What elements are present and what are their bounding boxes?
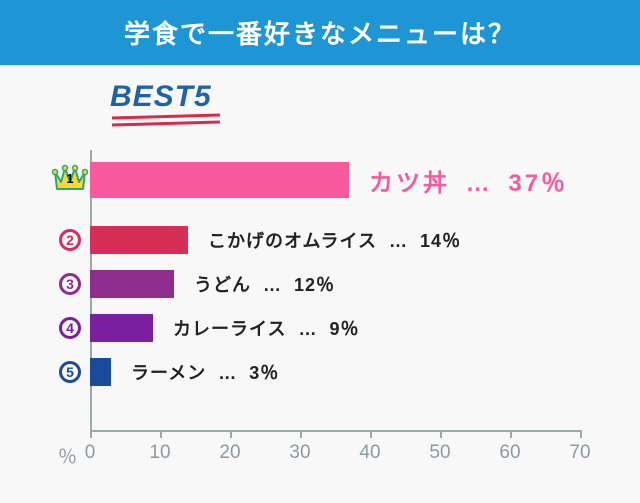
bar: [90, 162, 349, 198]
bar-track: カツ丼 … 37％: [90, 150, 568, 210]
header-banner: 学食で一番好きなメニューは？: [0, 0, 640, 65]
dots: …: [292, 319, 323, 339]
row-label: カレーライス … 9％: [173, 315, 360, 341]
chart-row-5: 5 ラーメン … 3％: [50, 350, 600, 394]
rank-number: 4: [59, 317, 81, 339]
rank-number: 2: [59, 229, 81, 251]
rank-badge-1: 1: [50, 162, 90, 198]
chart-row-4: 4 カレーライス … 9％: [50, 306, 600, 350]
header-title: 学食で一番好きなメニューは？: [124, 19, 516, 49]
chart-row-2: 2 こかげのオムライス … 14％: [50, 218, 600, 262]
bar: [90, 226, 188, 254]
bar-track: こかげのオムライス … 14％: [90, 218, 461, 262]
item-value: 9％: [329, 319, 359, 339]
item-name: カレーライス: [173, 319, 286, 339]
item-name: カツ丼: [369, 170, 450, 197]
bar: [90, 314, 153, 342]
dots: …: [456, 170, 502, 197]
best5-text: BEST5: [110, 80, 222, 114]
row-label: ラーメン … 3％: [131, 359, 279, 385]
rank-badge-5: 5: [50, 361, 90, 383]
bar: [90, 270, 174, 298]
item-value: 14％: [420, 231, 461, 251]
item-value: 12％: [294, 275, 335, 295]
chart-row-1: 1 カツ丼 … 37％: [50, 150, 600, 210]
rank-number: 1: [50, 171, 90, 186]
best5-underline-icon: [110, 113, 222, 127]
bar-track: うどん … 12％: [90, 262, 335, 306]
rank-badge-3: 3: [50, 273, 90, 295]
bar-track: ラーメン … 3％: [90, 350, 279, 394]
item-value: 37％: [508, 170, 568, 197]
row-label: うどん … 12％: [194, 271, 335, 297]
rank-badge-4: 4: [50, 317, 90, 339]
row-label: こかげのオムライス … 14％: [208, 227, 461, 253]
item-name: うどん: [194, 275, 251, 295]
best5-badge: BEST5: [110, 80, 222, 132]
dots: …: [212, 363, 243, 383]
rank-badge-2: 2: [50, 229, 90, 251]
item-value: 3％: [249, 363, 279, 383]
rank-number: 5: [59, 361, 81, 383]
dots: …: [257, 275, 288, 295]
bar: [90, 358, 111, 386]
best5-word-five: 5: [194, 80, 212, 113]
bar-track: カレーライス … 9％: [90, 306, 360, 350]
rank-number: 3: [59, 273, 81, 295]
dots: …: [383, 231, 414, 251]
row-label: カツ丼 … 37％: [369, 163, 568, 198]
best5-word-best: BEST: [110, 80, 194, 113]
item-name: ラーメン: [131, 363, 206, 383]
bars-pane: 1 カツ丼 … 37％ 2 こかげのオムライス … 14％ 3 うどん … 12％ 4 カレー…: [50, 150, 600, 430]
chart-area: 1 カツ丼 … 37％ 2 こかげのオムライス … 14％ 3 うどん … 12％ 4 カレー…: [40, 150, 600, 450]
item-name: こかげのオムライス: [208, 231, 377, 251]
chart-row-3: 3 うどん … 12％: [50, 262, 600, 306]
